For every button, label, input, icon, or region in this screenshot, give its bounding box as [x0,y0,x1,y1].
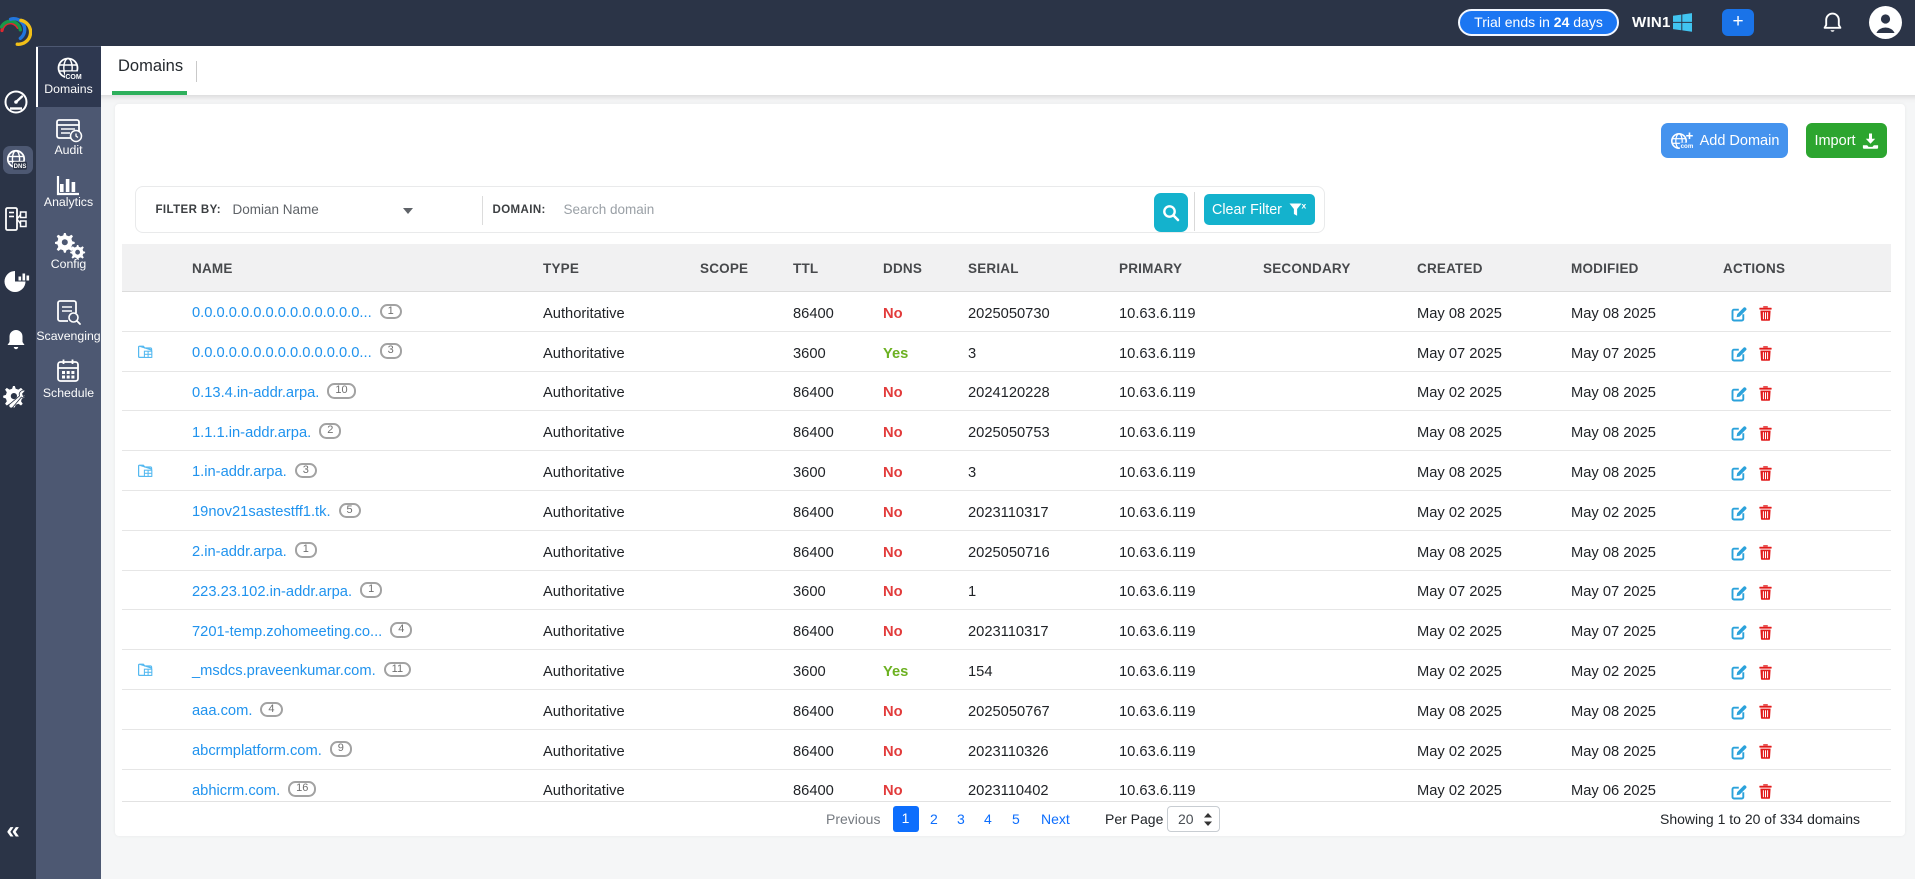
svg-text:DNS: DNS [14,164,27,170]
svg-text:com: com [1680,143,1693,150]
svg-text:COM: COM [65,74,82,81]
svg-text:x: x [1301,201,1306,211]
